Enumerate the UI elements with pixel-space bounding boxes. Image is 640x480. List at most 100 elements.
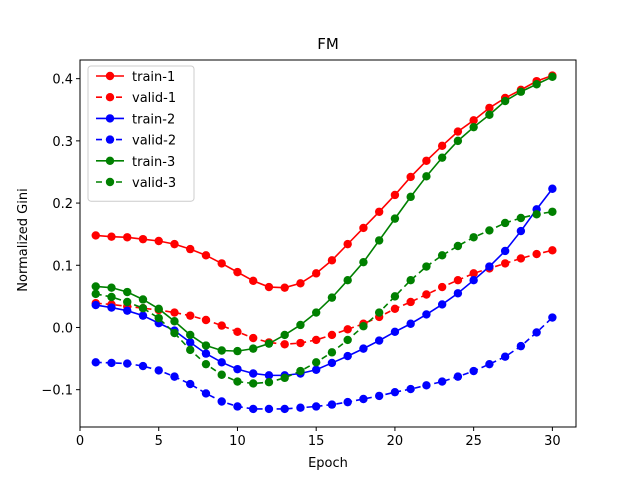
- data-point: [201, 359, 211, 369]
- data-point: [264, 404, 274, 414]
- legend-marker: [105, 156, 115, 165]
- data-point: [327, 293, 337, 302]
- data-point: [516, 213, 526, 223]
- data-point: [469, 366, 478, 376]
- data-point: [91, 231, 100, 240]
- data-point: [107, 283, 116, 292]
- data-point: [548, 72, 557, 81]
- data-point: [390, 304, 400, 314]
- data-point: [201, 251, 211, 260]
- legend-box: [87, 65, 195, 202]
- data-point: [437, 251, 447, 260]
- data-point: [359, 394, 368, 404]
- data-point: [107, 232, 116, 241]
- data-point: [296, 403, 305, 412]
- data-point: [91, 300, 100, 310]
- x-tick-label: 20: [387, 434, 404, 449]
- data-point: [485, 262, 494, 271]
- data-point: [91, 358, 100, 367]
- data-point: [249, 404, 258, 414]
- series-train-3: [91, 72, 557, 356]
- data-point: [406, 172, 415, 182]
- legend-marker: [105, 177, 115, 187]
- legend-item-valid-1: valid-1: [96, 91, 176, 106]
- data-point: [311, 402, 321, 411]
- legend-label: train-1: [132, 70, 175, 85]
- data-point: [406, 276, 415, 285]
- data-point: [233, 346, 242, 356]
- data-point: [343, 335, 352, 345]
- data-point: [249, 369, 258, 378]
- data-point: [500, 259, 510, 268]
- data-point: [406, 319, 415, 328]
- legend-label: train-2: [132, 112, 175, 127]
- data-point: [123, 359, 132, 368]
- y-tick-label: 0.2: [52, 197, 73, 212]
- y-tick-label: 0.3: [52, 135, 73, 150]
- data-point: [516, 341, 526, 351]
- data-point: [453, 289, 463, 298]
- data-point: [548, 184, 557, 193]
- data-point: [154, 366, 163, 375]
- data-point: [374, 236, 384, 245]
- data-point: [485, 103, 494, 113]
- data-point: [359, 257, 368, 267]
- data-point: [327, 348, 337, 357]
- data-point: [186, 379, 195, 389]
- data-point: [107, 292, 116, 302]
- series-valid-3: [91, 207, 557, 388]
- legend-label: train-3: [132, 155, 175, 170]
- data-point: [217, 358, 226, 367]
- data-point: [469, 233, 478, 242]
- data-point: [437, 300, 447, 309]
- legend-marker: [105, 71, 115, 81]
- data-point: [422, 381, 431, 390]
- data-point: [280, 404, 289, 414]
- data-point: [217, 259, 226, 268]
- data-point: [548, 246, 557, 255]
- data-point: [138, 295, 148, 304]
- data-point: [437, 153, 447, 162]
- data-point: [532, 210, 541, 219]
- data-point: [296, 279, 305, 288]
- data-point: [485, 110, 494, 119]
- y-axis-title: Normalized Gini: [16, 188, 31, 291]
- data-point: [485, 359, 494, 369]
- data-point: [233, 377, 242, 386]
- data-point: [170, 239, 179, 249]
- data-point: [406, 297, 415, 307]
- data-point: [280, 283, 289, 292]
- y-axis: −0.1 0.0 0.1 0.2 0.3 0.4: [41, 73, 80, 399]
- y-tick-label: −0.1: [41, 384, 73, 399]
- y-tick-label: 0.1: [52, 259, 73, 274]
- data-point: [469, 269, 478, 278]
- chart-title: FM: [317, 35, 339, 53]
- data-point: [249, 344, 258, 353]
- data-point: [374, 391, 384, 401]
- data-point: [311, 358, 321, 367]
- data-point: [138, 361, 148, 371]
- data-point: [453, 372, 463, 381]
- data-point: [390, 190, 400, 200]
- data-point: [138, 234, 148, 244]
- data-point: [437, 282, 447, 292]
- data-point: [532, 328, 541, 337]
- legend-label: valid-2: [132, 134, 176, 149]
- legend-item-train-2: train-2: [96, 112, 175, 127]
- data-point: [453, 241, 463, 251]
- x-tick-label: 30: [544, 434, 561, 449]
- data-point: [311, 308, 321, 317]
- series-train-2: [91, 184, 557, 380]
- data-point: [390, 327, 400, 337]
- data-point: [280, 373, 289, 383]
- data-point: [186, 311, 195, 320]
- data-point: [374, 336, 384, 345]
- plot-frame: [79, 59, 577, 428]
- data-point: [327, 330, 337, 340]
- data-point: [123, 306, 132, 315]
- data-point: [500, 96, 510, 106]
- data-point: [374, 207, 384, 216]
- data-point: [280, 330, 289, 340]
- legend-item-valid-3: valid-3: [96, 176, 176, 191]
